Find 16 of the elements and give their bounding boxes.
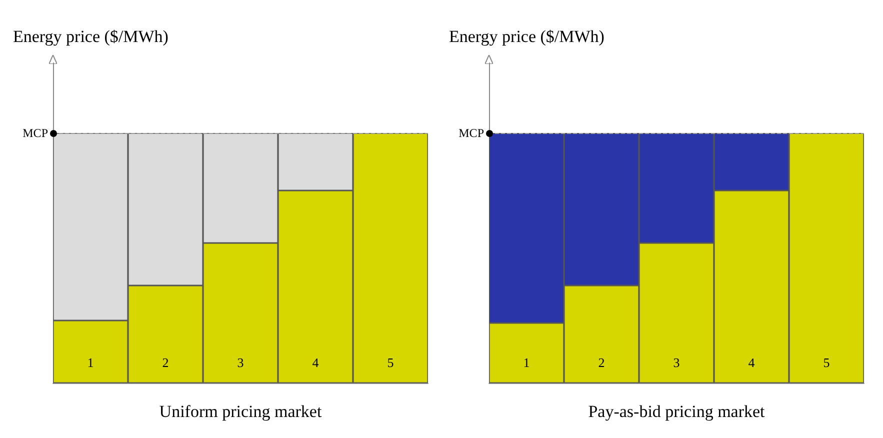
x-axis-title: Uniform pricing market: [159, 402, 322, 421]
x-tick-label: 1: [87, 355, 94, 370]
ref-line-label: MCP: [22, 126, 48, 140]
x-tick-label: 3: [673, 355, 680, 370]
y-axis-title: Energy price ($/MWh): [13, 27, 168, 46]
ref-line-label: MCP: [458, 126, 484, 140]
x-tick-label: 3: [237, 355, 244, 370]
x-tick-label: 4: [312, 355, 320, 370]
x-tick-label: 2: [598, 355, 605, 370]
x-axis-title: Pay-as-bid pricing market: [588, 402, 766, 421]
x-tick-label: 5: [823, 355, 830, 370]
x-tick-label: 2: [162, 355, 169, 370]
y-axis-title: Energy price ($/MWh): [449, 27, 604, 46]
x-tick-label: 4: [748, 355, 756, 370]
x-tick-label: 5: [387, 355, 394, 370]
x-tick-label: 1: [523, 355, 530, 370]
